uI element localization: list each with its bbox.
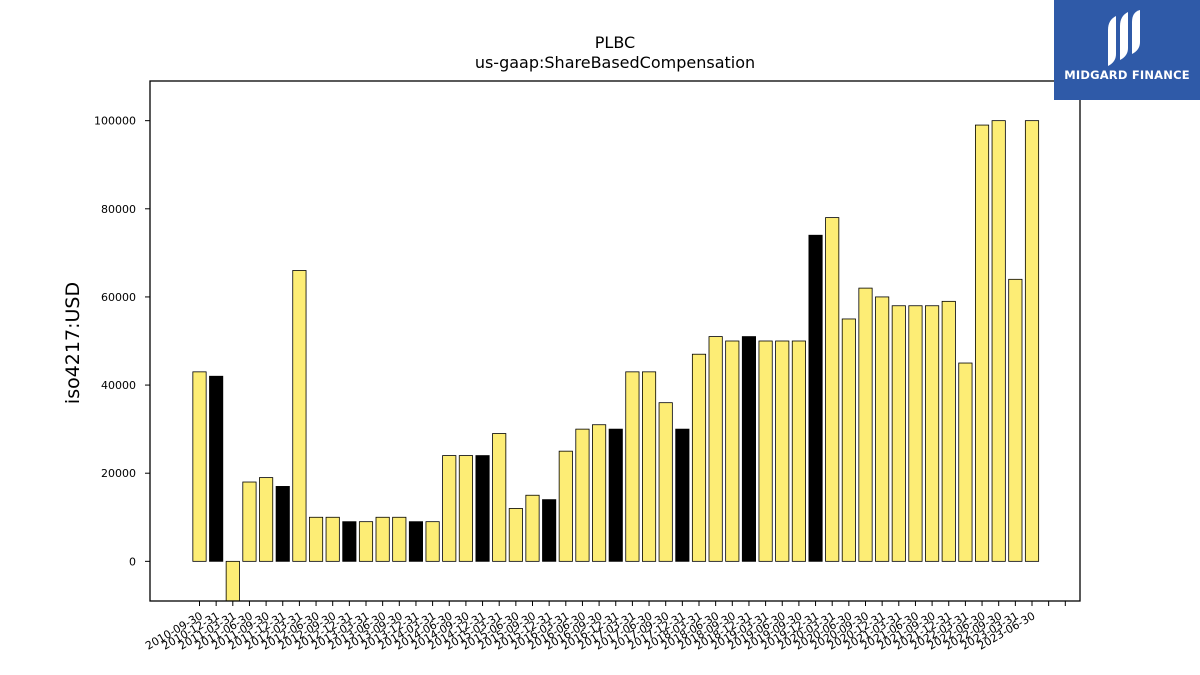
bar-38 bbox=[825, 217, 840, 562]
logo-text: MIDGARD FINANCE bbox=[1064, 68, 1190, 82]
bar-45 bbox=[941, 300, 956, 562]
bar-47 bbox=[975, 124, 990, 562]
bar-15 bbox=[442, 455, 457, 562]
bar-11 bbox=[375, 516, 390, 562]
chart-subtitle: us-gaap:ShareBasedCompensation bbox=[475, 53, 755, 72]
y-tick-label-1: 20000 bbox=[101, 467, 136, 480]
bar-16 bbox=[458, 455, 473, 562]
bar-39 bbox=[841, 318, 856, 562]
bar-5 bbox=[275, 486, 290, 562]
bar-26 bbox=[625, 371, 640, 562]
bar-35 bbox=[775, 340, 790, 562]
bar-41 bbox=[875, 296, 890, 562]
logo: MIDGARD FINANCE bbox=[1054, 0, 1200, 100]
bar-33 bbox=[741, 336, 756, 562]
bars bbox=[192, 120, 1040, 602]
bar-34 bbox=[758, 340, 773, 562]
bar-46 bbox=[958, 362, 973, 562]
bar-48 bbox=[991, 120, 1006, 562]
bar-23 bbox=[575, 428, 590, 562]
y-tick-label-0: 0 bbox=[129, 555, 136, 568]
bar-6 bbox=[292, 270, 307, 562]
bar-3 bbox=[242, 481, 257, 562]
bar-20 bbox=[525, 494, 540, 562]
bar-25 bbox=[608, 428, 623, 562]
x-ticks: 2010-09-302010-12-312011-03-312011-06-30… bbox=[143, 601, 1066, 653]
bar-43 bbox=[908, 305, 923, 562]
y-tick-label-5: 100000 bbox=[94, 115, 136, 128]
bar-40 bbox=[858, 287, 873, 562]
y-tick-label-3: 60000 bbox=[101, 291, 136, 304]
bar-42 bbox=[891, 305, 906, 562]
bar-27 bbox=[642, 371, 657, 562]
bar-9 bbox=[342, 521, 357, 562]
plot-frame bbox=[149, 80, 1081, 602]
bar-24 bbox=[592, 424, 607, 562]
chart-title: PLBC bbox=[595, 33, 635, 52]
bar-29 bbox=[675, 428, 690, 562]
y-ticks: 0 20000 40000 60000 80000 100000 bbox=[94, 115, 150, 568]
bar-31 bbox=[708, 336, 723, 562]
bar-0 bbox=[192, 371, 207, 562]
bar-8 bbox=[325, 516, 340, 562]
bar-22 bbox=[558, 450, 573, 562]
bar-19 bbox=[508, 508, 523, 562]
bar-28 bbox=[658, 402, 673, 562]
bar-13 bbox=[408, 521, 423, 562]
bar-12 bbox=[392, 516, 407, 562]
y-axis-label: iso4217:USD bbox=[62, 282, 84, 404]
bar-30 bbox=[691, 353, 707, 562]
bar-14 bbox=[425, 521, 440, 562]
bar-1 bbox=[209, 375, 224, 562]
bar-21 bbox=[542, 499, 557, 562]
bar-32 bbox=[725, 340, 740, 562]
bar-44 bbox=[925, 305, 940, 562]
bar-49 bbox=[1008, 278, 1023, 562]
bar-50 bbox=[1024, 120, 1040, 562]
bar-17 bbox=[475, 455, 490, 562]
bar-10 bbox=[358, 521, 374, 562]
logo-mark-icon bbox=[1108, 10, 1140, 66]
y-tick-label-4: 80000 bbox=[101, 203, 136, 216]
bar-7 bbox=[308, 516, 324, 562]
y-tick-label-2: 40000 bbox=[101, 379, 136, 392]
bar-37 bbox=[808, 234, 823, 562]
bar-4 bbox=[259, 477, 274, 562]
bar-36 bbox=[791, 340, 806, 562]
bar-18 bbox=[492, 433, 507, 562]
bar-2 bbox=[225, 560, 240, 602]
